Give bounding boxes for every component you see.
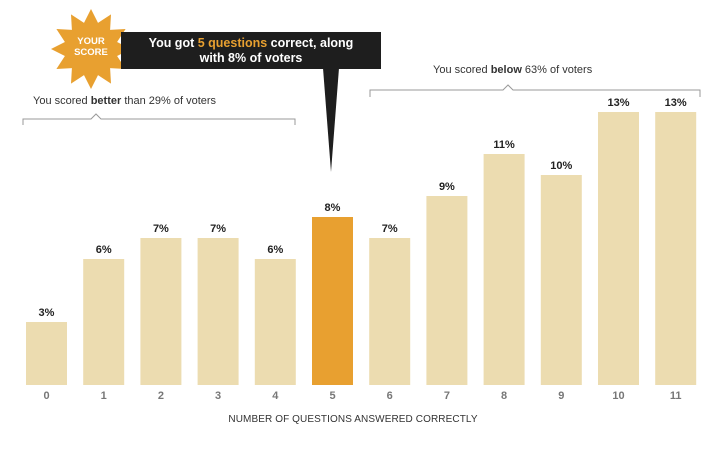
x-tick-label: 2 bbox=[158, 390, 164, 402]
callout-prefix: You got bbox=[148, 36, 198, 50]
bracket-right bbox=[369, 84, 701, 97]
bar-value-label: 7% bbox=[210, 223, 226, 235]
badge-line1: YOUR bbox=[77, 36, 105, 47]
x-tick-label: 1 bbox=[101, 390, 107, 402]
bar bbox=[312, 217, 353, 385]
callout-pointer bbox=[323, 68, 339, 172]
bar bbox=[540, 175, 582, 385]
bar-value-label: 9% bbox=[439, 181, 455, 193]
badge-line2: SCORE bbox=[74, 47, 108, 58]
x-tick-label: 9 bbox=[558, 390, 564, 402]
bar bbox=[483, 154, 525, 385]
x-tick-label: 10 bbox=[612, 390, 624, 402]
callout-highlight: 5 questions bbox=[197, 36, 268, 50]
bar bbox=[426, 196, 468, 385]
bar-value-label: 6% bbox=[267, 244, 283, 256]
bar bbox=[655, 112, 697, 385]
bar bbox=[598, 112, 639, 385]
callout-suffix: correct, along bbox=[267, 36, 354, 50]
x-tick-label: 3 bbox=[215, 390, 221, 402]
your-score-badge: YOUR SCORE bbox=[62, 36, 120, 58]
bracket-left-bold: better bbox=[90, 95, 122, 107]
bar-value-label: 13% bbox=[607, 97, 629, 109]
x-tick-label: 5 bbox=[329, 390, 335, 402]
bar-value-label: 10% bbox=[550, 160, 572, 172]
bracket-left-label: You scored better than 29% of voters bbox=[33, 95, 216, 107]
x-tick-label: 0 bbox=[43, 390, 49, 402]
brackets-group bbox=[22, 68, 701, 172]
bars-group: 3% 0 6% 1 7% 2 7% 3 6% 4 8% 5 7% 6 9% 7 11% 8 10% 9 13% 10 13%… bbox=[26, 97, 697, 402]
burst-icon bbox=[51, 9, 131, 89]
bar bbox=[197, 238, 239, 385]
x-tick-label: 11 bbox=[670, 390, 682, 402]
bracket-right-bold: below bbox=[490, 64, 522, 76]
bar-value-label: 11% bbox=[493, 139, 515, 151]
bracket-left-prefix: You scored bbox=[33, 95, 91, 107]
x-tick-label: 7 bbox=[444, 390, 450, 402]
bar bbox=[140, 238, 182, 385]
bar bbox=[26, 322, 67, 385]
bar bbox=[254, 259, 296, 385]
bar-value-label: 7% bbox=[382, 223, 398, 235]
bar bbox=[369, 238, 411, 385]
x-tick-label: 8 bbox=[501, 390, 507, 402]
callout-line1: You got 5 questions correct, along bbox=[121, 36, 381, 51]
bar bbox=[83, 259, 125, 385]
callout-line2: with 8% of voters bbox=[199, 51, 303, 65]
x-tick-label: 6 bbox=[387, 390, 393, 402]
x-axis-title: NUMBER OF QUESTIONS ANSWERED CORRECTLY bbox=[228, 414, 478, 425]
bracket-left-suffix: than 29% of voters bbox=[121, 95, 217, 107]
bracket-right-prefix: You scored bbox=[433, 64, 491, 76]
score-callout: You got 5 questions correct, along with … bbox=[121, 32, 381, 69]
x-tick-label: 4 bbox=[272, 390, 279, 402]
bracket-left bbox=[22, 113, 296, 125]
bar-value-label: 13% bbox=[665, 97, 687, 109]
bracket-right-suffix: 63% of voters bbox=[521, 64, 593, 76]
bar-value-label: 3% bbox=[39, 307, 55, 319]
bar-value-label: 7% bbox=[153, 223, 169, 235]
bar-value-label: 8% bbox=[325, 202, 341, 214]
bar-value-label: 6% bbox=[96, 244, 112, 256]
bracket-right-label: You scored below 63% of voters bbox=[433, 64, 592, 76]
